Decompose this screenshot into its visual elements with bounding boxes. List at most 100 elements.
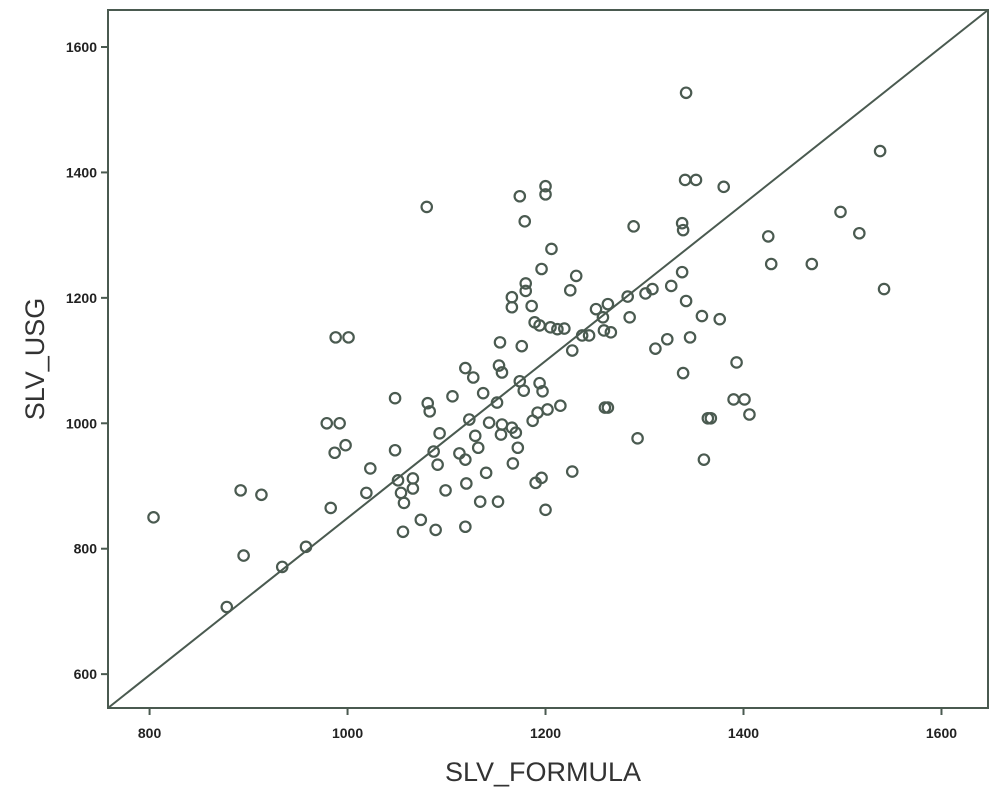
data-point [234, 484, 247, 497]
data-point [623, 310, 636, 324]
data-point [459, 520, 472, 534]
data-point [360, 486, 373, 500]
data-points [147, 86, 891, 614]
data-point [597, 324, 611, 337]
data-point [604, 326, 618, 339]
data-point [697, 453, 711, 466]
data-point [683, 331, 697, 344]
data-point [805, 257, 819, 271]
data-point [596, 310, 610, 324]
data-point [495, 366, 509, 379]
data-point [536, 384, 549, 398]
data-point [473, 495, 487, 508]
data-point [675, 265, 689, 279]
data-point [320, 416, 334, 430]
data-point [660, 332, 674, 346]
x-axis-ticks: 800 1000 1200 1400 1600 [138, 708, 957, 741]
data-point [621, 290, 634, 303]
data-point [421, 396, 435, 410]
data-point [324, 501, 338, 515]
data-point [541, 403, 554, 416]
data-point [565, 465, 579, 478]
data-point [675, 216, 689, 230]
data-point [627, 220, 640, 233]
data-point [333, 416, 346, 430]
data-point [446, 390, 459, 403]
data-point [147, 511, 160, 524]
y-tick-label: 600 [74, 666, 98, 682]
data-point [539, 179, 552, 193]
data-point [494, 428, 508, 441]
data-point [459, 453, 472, 466]
data-point [761, 230, 775, 243]
data-point [679, 294, 693, 308]
data-point [275, 560, 289, 574]
data-point [329, 331, 342, 344]
data-point [299, 540, 313, 554]
data-point [676, 223, 690, 237]
y-axis-ticks: 600 800 1000 1200 1400 1600 [66, 39, 108, 682]
data-point [427, 445, 440, 458]
data-point [429, 523, 442, 537]
data-point [479, 466, 493, 480]
data-point [544, 321, 557, 334]
data-point [539, 503, 552, 517]
data-point [406, 472, 420, 485]
data-point [513, 189, 527, 203]
data-point [717, 180, 731, 194]
data-point [397, 496, 411, 510]
data-point [364, 462, 377, 475]
data-point [414, 513, 428, 527]
data-point [388, 443, 402, 457]
x-tick-label: 800 [138, 725, 162, 741]
data-point [601, 297, 615, 311]
data-point [727, 393, 740, 406]
data-point [460, 477, 473, 490]
data-point [834, 205, 847, 219]
data-point [558, 322, 571, 335]
y-tick-label: 1200 [66, 290, 97, 306]
plot-frame [107, 9, 989, 709]
data-point [704, 411, 718, 425]
reference-line-group [107, 9, 989, 709]
plot-border [107, 9, 989, 709]
x-tick-label: 1200 [530, 725, 561, 741]
data-point [565, 344, 579, 357]
data-point [492, 359, 506, 372]
data-point [575, 329, 589, 342]
y-tick-label: 800 [74, 541, 98, 557]
data-point [433, 427, 446, 440]
data-point [406, 482, 420, 495]
data-point [459, 361, 472, 375]
data-point [423, 405, 437, 418]
y-tick-label: 1000 [66, 415, 97, 431]
data-point [463, 413, 476, 426]
data-point [220, 600, 234, 614]
data-point [877, 282, 891, 296]
data-point [533, 376, 546, 390]
data-point [519, 277, 533, 290]
data-point [476, 386, 490, 400]
data-point [678, 173, 692, 187]
data-point [339, 438, 352, 452]
data-point [646, 282, 659, 296]
data-point [255, 488, 268, 502]
data-point [237, 549, 250, 562]
data-point [431, 458, 444, 471]
data-point [535, 471, 548, 485]
data-point [453, 447, 466, 460]
data-point [545, 242, 558, 256]
data-point [394, 486, 408, 500]
data-point [482, 416, 496, 429]
data-point [511, 441, 525, 455]
data-point [873, 144, 887, 158]
y-axis-title: SLV_USG [20, 298, 50, 421]
data-point [730, 356, 743, 369]
data-point [490, 396, 504, 409]
data-point [738, 393, 751, 406]
data-point [601, 401, 615, 414]
y-tick-label: 1600 [66, 39, 97, 55]
data-point [679, 86, 693, 100]
data-point [328, 446, 341, 460]
